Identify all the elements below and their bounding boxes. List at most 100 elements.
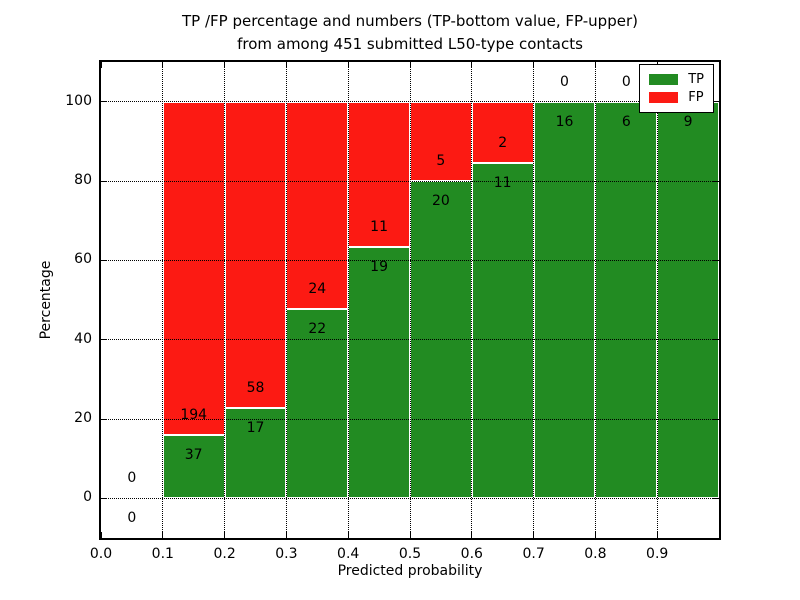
- legend-entry: FP: [649, 90, 704, 105]
- fp-count-label: 0: [621, 73, 631, 90]
- y-tick-label: 60: [74, 251, 92, 268]
- tp-bar-segment: [533, 101, 596, 499]
- x-tick-mark: [162, 62, 164, 68]
- x-tick-mark: [533, 532, 535, 538]
- x-tick-mark: [285, 532, 287, 538]
- x-tick-mark: [347, 532, 349, 538]
- y-tick-mark: [713, 497, 719, 499]
- y-gridline: [101, 497, 719, 499]
- chart-title-line1: TP /FP percentage and numbers (TP-bottom…: [182, 12, 638, 30]
- y-tick-mark: [101, 180, 107, 182]
- tp-bar-segment: [162, 434, 225, 499]
- x-tick-label: 0.5: [398, 546, 422, 562]
- x-gridline: [162, 62, 164, 538]
- x-tick-mark: [533, 62, 535, 68]
- fp-bar-segment: [224, 101, 287, 409]
- x-tick-mark: [594, 532, 596, 538]
- y-gridline: [101, 180, 719, 182]
- y-tick-label: 20: [74, 410, 92, 426]
- y-gridline: [101, 259, 719, 261]
- y-tick-mark: [713, 339, 719, 341]
- x-gridline: [224, 62, 226, 538]
- tp-count-label: 22: [308, 320, 327, 337]
- chart-title-line2: from among 451 submitted L50-type contac…: [237, 35, 583, 53]
- x-tick-mark: [100, 532, 102, 538]
- x-tick-label: 0.9: [646, 546, 669, 562]
- fp-count-label: 24: [308, 280, 327, 297]
- y-gridline: [101, 339, 719, 341]
- fp-count-label: 0: [560, 73, 569, 90]
- y-tick-label: 100: [65, 92, 92, 109]
- x-gridline: [347, 62, 349, 538]
- x-gridline: [594, 62, 596, 538]
- x-tick-mark: [162, 532, 164, 538]
- fp-count-label: 5: [436, 153, 446, 169]
- fp-bar-segment: [162, 101, 225, 435]
- fp-count-label: 194: [180, 406, 208, 423]
- tp-bar-segment: [286, 308, 349, 499]
- y-gridline: [101, 418, 719, 420]
- x-tick-mark: [224, 532, 226, 538]
- x-tick-label: 0.4: [337, 546, 360, 562]
- legend-swatch-tp: [649, 74, 679, 85]
- y-tick-mark: [713, 101, 719, 103]
- y-tick-label: 80: [74, 172, 92, 188]
- tp-count-label: 16: [555, 113, 574, 130]
- x-tick-mark: [409, 62, 411, 68]
- y-tick-mark: [101, 418, 107, 420]
- y-tick-mark: [713, 418, 719, 420]
- y-tick-label: 0: [83, 489, 92, 506]
- x-tick-mark: [471, 62, 473, 68]
- x-tick-mark: [594, 62, 596, 68]
- x-tick-mark: [224, 62, 226, 68]
- legend-swatch-fp: [649, 92, 679, 103]
- legend-entry: TP: [649, 72, 704, 87]
- y-tick-mark: [101, 339, 107, 341]
- x-tick-label: 0.8: [584, 546, 607, 562]
- fp-bar-segment: [410, 101, 472, 181]
- y-axis-label: Percentage: [38, 260, 54, 340]
- y-tick-mark: [101, 259, 107, 261]
- x-tick-mark: [409, 532, 411, 538]
- x-gridline: [409, 62, 411, 538]
- y-tick-mark: [713, 180, 719, 182]
- y-gridline: [101, 101, 719, 103]
- tp-count-label: 19: [370, 259, 389, 276]
- x-tick-label: 0.7: [522, 546, 545, 562]
- fp-count-label: 0: [127, 470, 137, 487]
- y-tick-label: 40: [74, 330, 92, 347]
- x-tick-label: 0.0: [89, 546, 113, 562]
- y-tick-mark: [101, 101, 107, 103]
- fp-bar-segment: [348, 101, 410, 248]
- tp-bar-segment: [471, 162, 534, 499]
- tp-count-label: 0: [127, 510, 137, 527]
- tp-count-label: 37: [184, 446, 203, 463]
- x-tick-mark: [100, 62, 102, 68]
- tp-bar-segment: [657, 101, 719, 499]
- x-gridline: [656, 62, 658, 538]
- legend: TP FP: [639, 64, 714, 113]
- x-gridline: [533, 62, 535, 538]
- x-tick-mark: [471, 532, 473, 538]
- x-tick-mark: [347, 62, 349, 68]
- fp-count-label: 11: [370, 219, 389, 236]
- tp-bar-segment: [348, 247, 410, 499]
- x-tick-mark: [656, 532, 658, 538]
- y-tick-mark: [101, 497, 107, 499]
- tp-count-label: 6: [621, 113, 631, 130]
- legend-label-fp: FP: [688, 90, 704, 105]
- x-gridline: [471, 62, 473, 538]
- x-tick-label: 0.3: [275, 546, 298, 562]
- tp-bar-segment: [595, 101, 658, 499]
- y-tick-mark: [713, 259, 719, 261]
- x-tick-mark: [285, 62, 287, 68]
- fp-count-label: 2: [498, 134, 508, 151]
- x-tick-label: 0.1: [151, 546, 174, 562]
- x-tick-label: 0.6: [460, 546, 483, 562]
- fp-bar-segment: [286, 101, 349, 309]
- fp-count-label: 58: [246, 380, 265, 397]
- tp-count-label: 9: [683, 113, 693, 130]
- x-axis-label: Predicted probability: [337, 563, 483, 579]
